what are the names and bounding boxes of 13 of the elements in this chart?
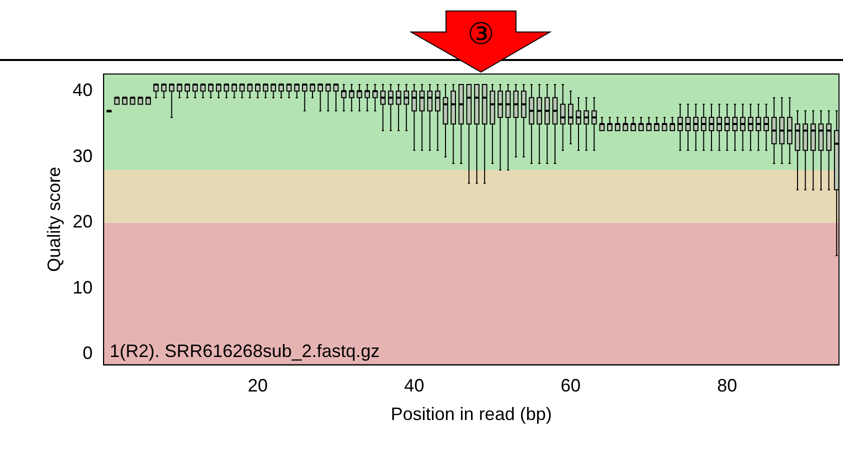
y-tick-label: 40 [72,80,93,100]
y-tick-label: 20 [72,212,93,232]
y-tick-label: 10 [72,277,93,298]
x-tick-label: 80 [717,376,738,396]
arrow-icon: ③ [410,10,552,74]
x-tick-label: 20 [248,376,268,396]
y-tick-label: 30 [72,146,93,166]
annotation: 1(R2). SRR616268sub_2.fastq.gz [110,340,380,361]
x-tick-label: 40 [404,376,424,396]
x-axis-title: Position in read (bp) [390,404,552,424]
y-tick-label: 0 [82,343,93,364]
y-axis-title: Quality score [44,166,64,272]
x-tick-label: 60 [560,376,581,396]
